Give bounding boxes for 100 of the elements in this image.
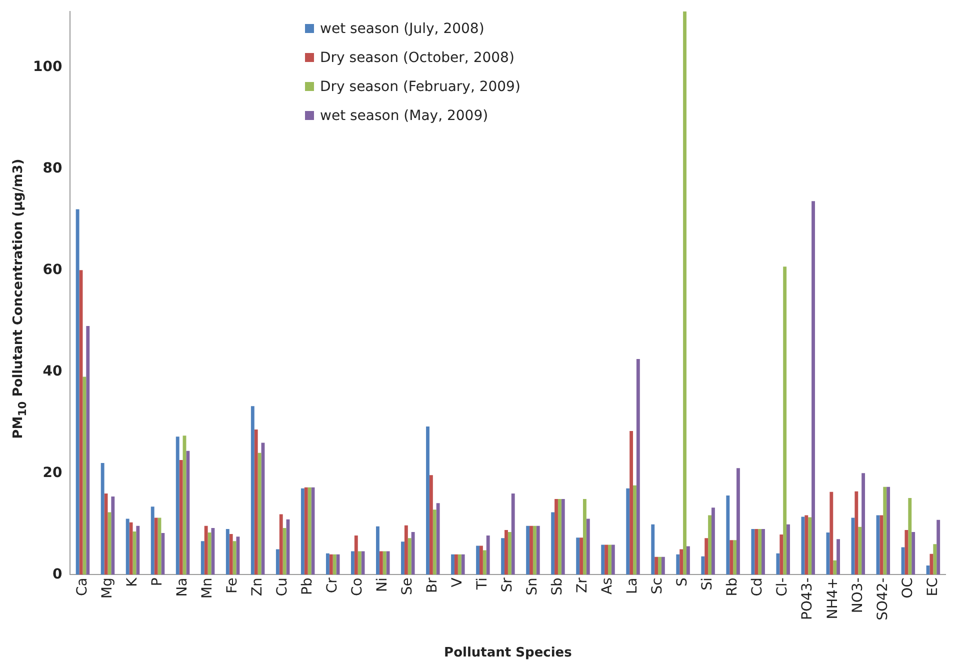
bar (580, 538, 583, 575)
bar (536, 526, 540, 575)
bar (204, 526, 208, 575)
x-tick-label: Sr (500, 577, 516, 592)
bar (762, 528, 765, 575)
bar (704, 538, 708, 575)
bar (379, 551, 383, 575)
bar (276, 549, 280, 575)
bar (229, 534, 233, 575)
bar (582, 499, 586, 575)
x-tick-label: Zr (574, 577, 591, 593)
bar (780, 534, 784, 575)
bar (326, 553, 330, 575)
bar (501, 538, 505, 575)
y-tick-label: 60 (42, 262, 62, 278)
bar (801, 516, 805, 575)
x-tick-label: Mg (99, 578, 116, 599)
bar (576, 538, 580, 575)
bar (436, 503, 440, 575)
x-tick-label: Zn (249, 578, 266, 596)
bar (126, 518, 130, 575)
bar (408, 538, 412, 575)
bar (601, 544, 605, 575)
bar (858, 526, 862, 575)
bar (354, 536, 358, 575)
bar (526, 526, 530, 575)
x-tick-label: Mn (199, 578, 216, 599)
bar (658, 556, 662, 575)
bar (100, 462, 104, 575)
bar (683, 11, 686, 575)
bar (936, 520, 940, 575)
bar (880, 515, 884, 575)
bar (786, 524, 790, 575)
bar (808, 517, 812, 575)
bar (608, 544, 612, 575)
bar (382, 551, 386, 575)
bar (401, 542, 404, 575)
bar (751, 528, 755, 575)
bar (279, 514, 283, 575)
bar (708, 515, 712, 575)
bar (350, 551, 354, 575)
x-tick-label: Cd (750, 578, 766, 596)
bar (776, 553, 780, 575)
bar (586, 518, 590, 575)
x-tick-label: Se (400, 578, 416, 596)
bar (482, 550, 486, 575)
bar (200, 541, 204, 575)
bar (783, 266, 787, 575)
bar (654, 556, 658, 575)
bar (604, 544, 608, 575)
bar (826, 532, 830, 575)
bar (904, 530, 908, 575)
bar (429, 475, 433, 575)
bar (129, 522, 133, 575)
y-tick-label: 40 (42, 363, 62, 380)
bar (930, 554, 934, 575)
x-tick-label: Pb (299, 578, 316, 595)
x-tick-label: Sn (524, 578, 541, 596)
bar (554, 499, 558, 575)
bar (111, 496, 115, 575)
y-tick-label: 20 (42, 464, 62, 481)
bar (812, 201, 815, 575)
bar (611, 544, 615, 575)
legend-label: wet season (May, 2009) (320, 108, 488, 124)
bar (361, 551, 365, 575)
x-tick-label: Si (700, 578, 716, 590)
bar (804, 515, 808, 575)
x-tick-label: Sb (550, 578, 566, 596)
bar (830, 492, 834, 575)
bar (426, 426, 430, 575)
bar (451, 554, 454, 575)
bar (304, 487, 308, 575)
bar (912, 532, 916, 575)
bar (358, 551, 362, 575)
y-tick-label: 0 (52, 566, 62, 582)
x-tick-label: Cr (324, 577, 340, 594)
x-tick-label: As (600, 578, 616, 595)
bar (886, 486, 890, 575)
bar (411, 532, 415, 575)
bar (376, 526, 380, 575)
x-tick-label: S (674, 578, 691, 587)
bar (476, 546, 480, 575)
x-tick-label: Rb (724, 578, 741, 596)
bar (300, 488, 304, 575)
bar (226, 528, 230, 575)
x-tick-label: EC (924, 577, 941, 596)
bar (176, 436, 180, 575)
bar (332, 554, 336, 575)
bar (480, 546, 483, 575)
bar (150, 506, 154, 575)
bar (680, 549, 684, 575)
bar (458, 554, 462, 575)
bar (758, 528, 762, 575)
x-axis-title: Pollutant Species (444, 646, 572, 661)
bar (633, 485, 636, 575)
bar (558, 499, 562, 575)
bar (82, 376, 86, 575)
bar (258, 452, 262, 575)
bar (486, 536, 490, 575)
x-tick-label: Ca (74, 578, 90, 596)
